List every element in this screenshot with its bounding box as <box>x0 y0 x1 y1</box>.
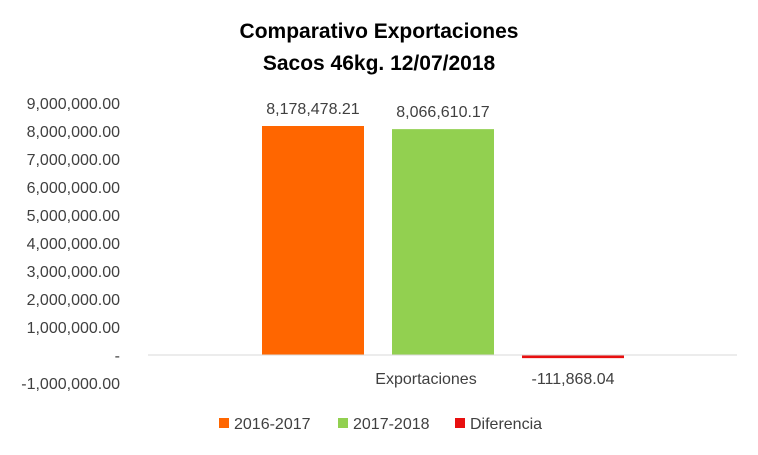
category-label: Exportaciones <box>375 371 476 388</box>
legend-swatch <box>219 418 229 428</box>
y-axis: 9,000,000.00 8,000,000.00 7,000,000.00 6,00… <box>21 96 120 393</box>
data-labels: 8,178,478.21 8,066,610.17 -111,868.04 <box>266 101 614 388</box>
y-tick-label: 2,000,000.00 <box>27 292 121 309</box>
data-label: 8,066,610.17 <box>396 104 490 121</box>
bar-group <box>262 126 624 359</box>
y-tick-label: 7,000,000.00 <box>27 152 121 169</box>
legend-swatch <box>338 418 348 428</box>
y-tick-label: - <box>115 348 120 365</box>
bar-2017-2018 <box>392 129 494 355</box>
y-tick-label: 6,000,000.00 <box>27 180 121 197</box>
y-tick-label: 1,000,000.00 <box>27 320 121 337</box>
y-tick-label: 9,000,000.00 <box>27 96 121 113</box>
y-tick-label: 5,000,000.00 <box>27 208 121 225</box>
legend: 2016-2017 2017-2018 Diferencia <box>219 416 542 433</box>
chart-title-line-1: Comparativo Exportaciones <box>240 20 519 43</box>
data-label: 8,178,478.21 <box>266 101 360 118</box>
legend-label: 2017-2018 <box>353 416 430 433</box>
y-tick-label: 8,000,000.00 <box>27 124 121 141</box>
y-tick-label: 4,000,000.00 <box>27 236 121 253</box>
legend-swatch <box>455 418 465 428</box>
bar-2016-2017 <box>262 126 364 355</box>
y-tick-label: -1,000,000.00 <box>21 376 120 393</box>
data-label: -111,868.04 <box>531 371 614 388</box>
y-tick-label: 3,000,000.00 <box>27 264 121 281</box>
chart-title-line-2: Sacos 46kg. 12/07/2018 <box>263 52 496 75</box>
legend-label: 2016-2017 <box>234 416 311 433</box>
legend-label: Diferencia <box>470 416 542 433</box>
bar-diferencia <box>522 355 624 359</box>
